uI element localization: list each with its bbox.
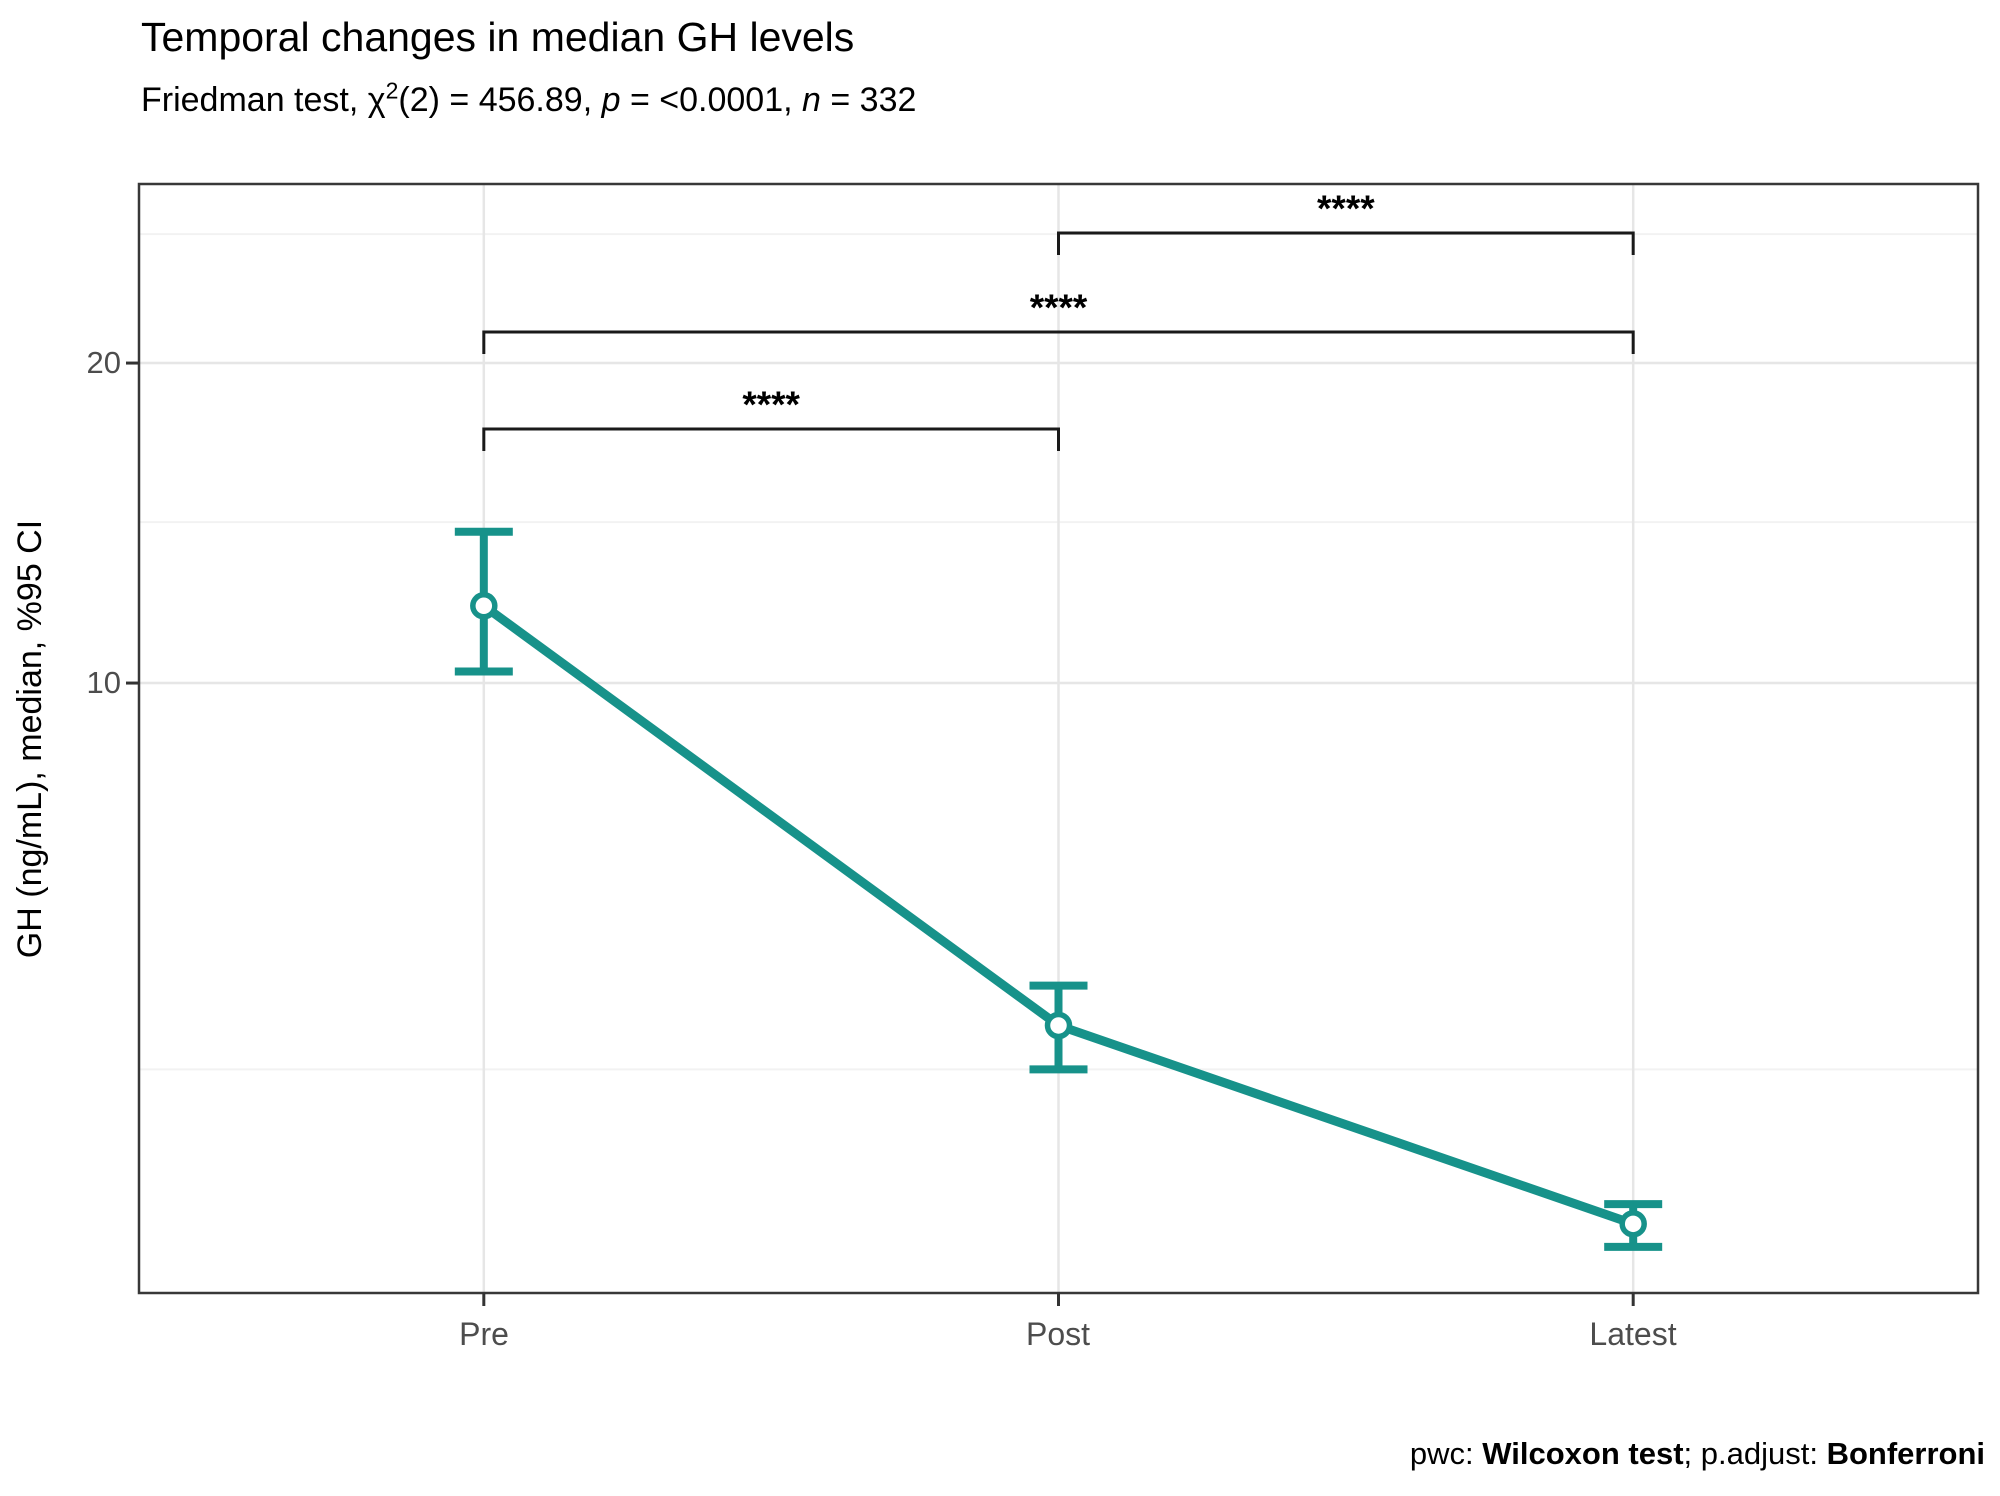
significance-bracket (482, 427, 1060, 451)
significance-bracket (482, 330, 1635, 354)
chi-symbol: χ (367, 81, 386, 119)
x-tick-label-pre: Pre (459, 1316, 509, 1352)
subtitle-statistic: (2) = 456.89, (398, 81, 602, 119)
data-point (1619, 1210, 1647, 1238)
chart-title: Temporal changes in median GH levels (141, 14, 855, 60)
pwc-test-name: Wilcoxon test (1482, 1436, 1684, 1471)
y-tick-label-10: 10 (86, 665, 121, 700)
significance-bracket (1057, 231, 1635, 255)
caption: pwc: Wilcoxon test; p.adjust: Bonferroni (785, 1434, 1985, 1474)
significance-stars: **** (742, 384, 800, 425)
pwc-label: pwc: (1409, 1436, 1483, 1471)
padjust-label: ; p.adjust: (1683, 1436, 1827, 1471)
padjust-method: Bonferroni (1826, 1436, 1985, 1471)
n-symbol: n (802, 81, 821, 119)
x-tick-label-post: Post (1025, 1316, 1091, 1352)
data-point (470, 592, 498, 620)
n-value: = 332 (820, 81, 917, 119)
chart-subtitle: Friedman test, χ2(2) = 456.89, p = <0.00… (141, 78, 916, 122)
p-symbol: p (601, 81, 621, 119)
subtitle-test-name: Friedman test, (141, 81, 368, 119)
significance-stars: **** (1317, 188, 1375, 229)
x-tick-label-latest: Latest (1589, 1316, 1677, 1352)
y-tick-label-20: 20 (86, 345, 121, 380)
p-value: = <0.0001, (620, 81, 803, 119)
significance-stars: **** (1030, 287, 1088, 328)
data-point (1044, 1011, 1073, 1040)
chi-exponent: 2 (385, 77, 399, 104)
